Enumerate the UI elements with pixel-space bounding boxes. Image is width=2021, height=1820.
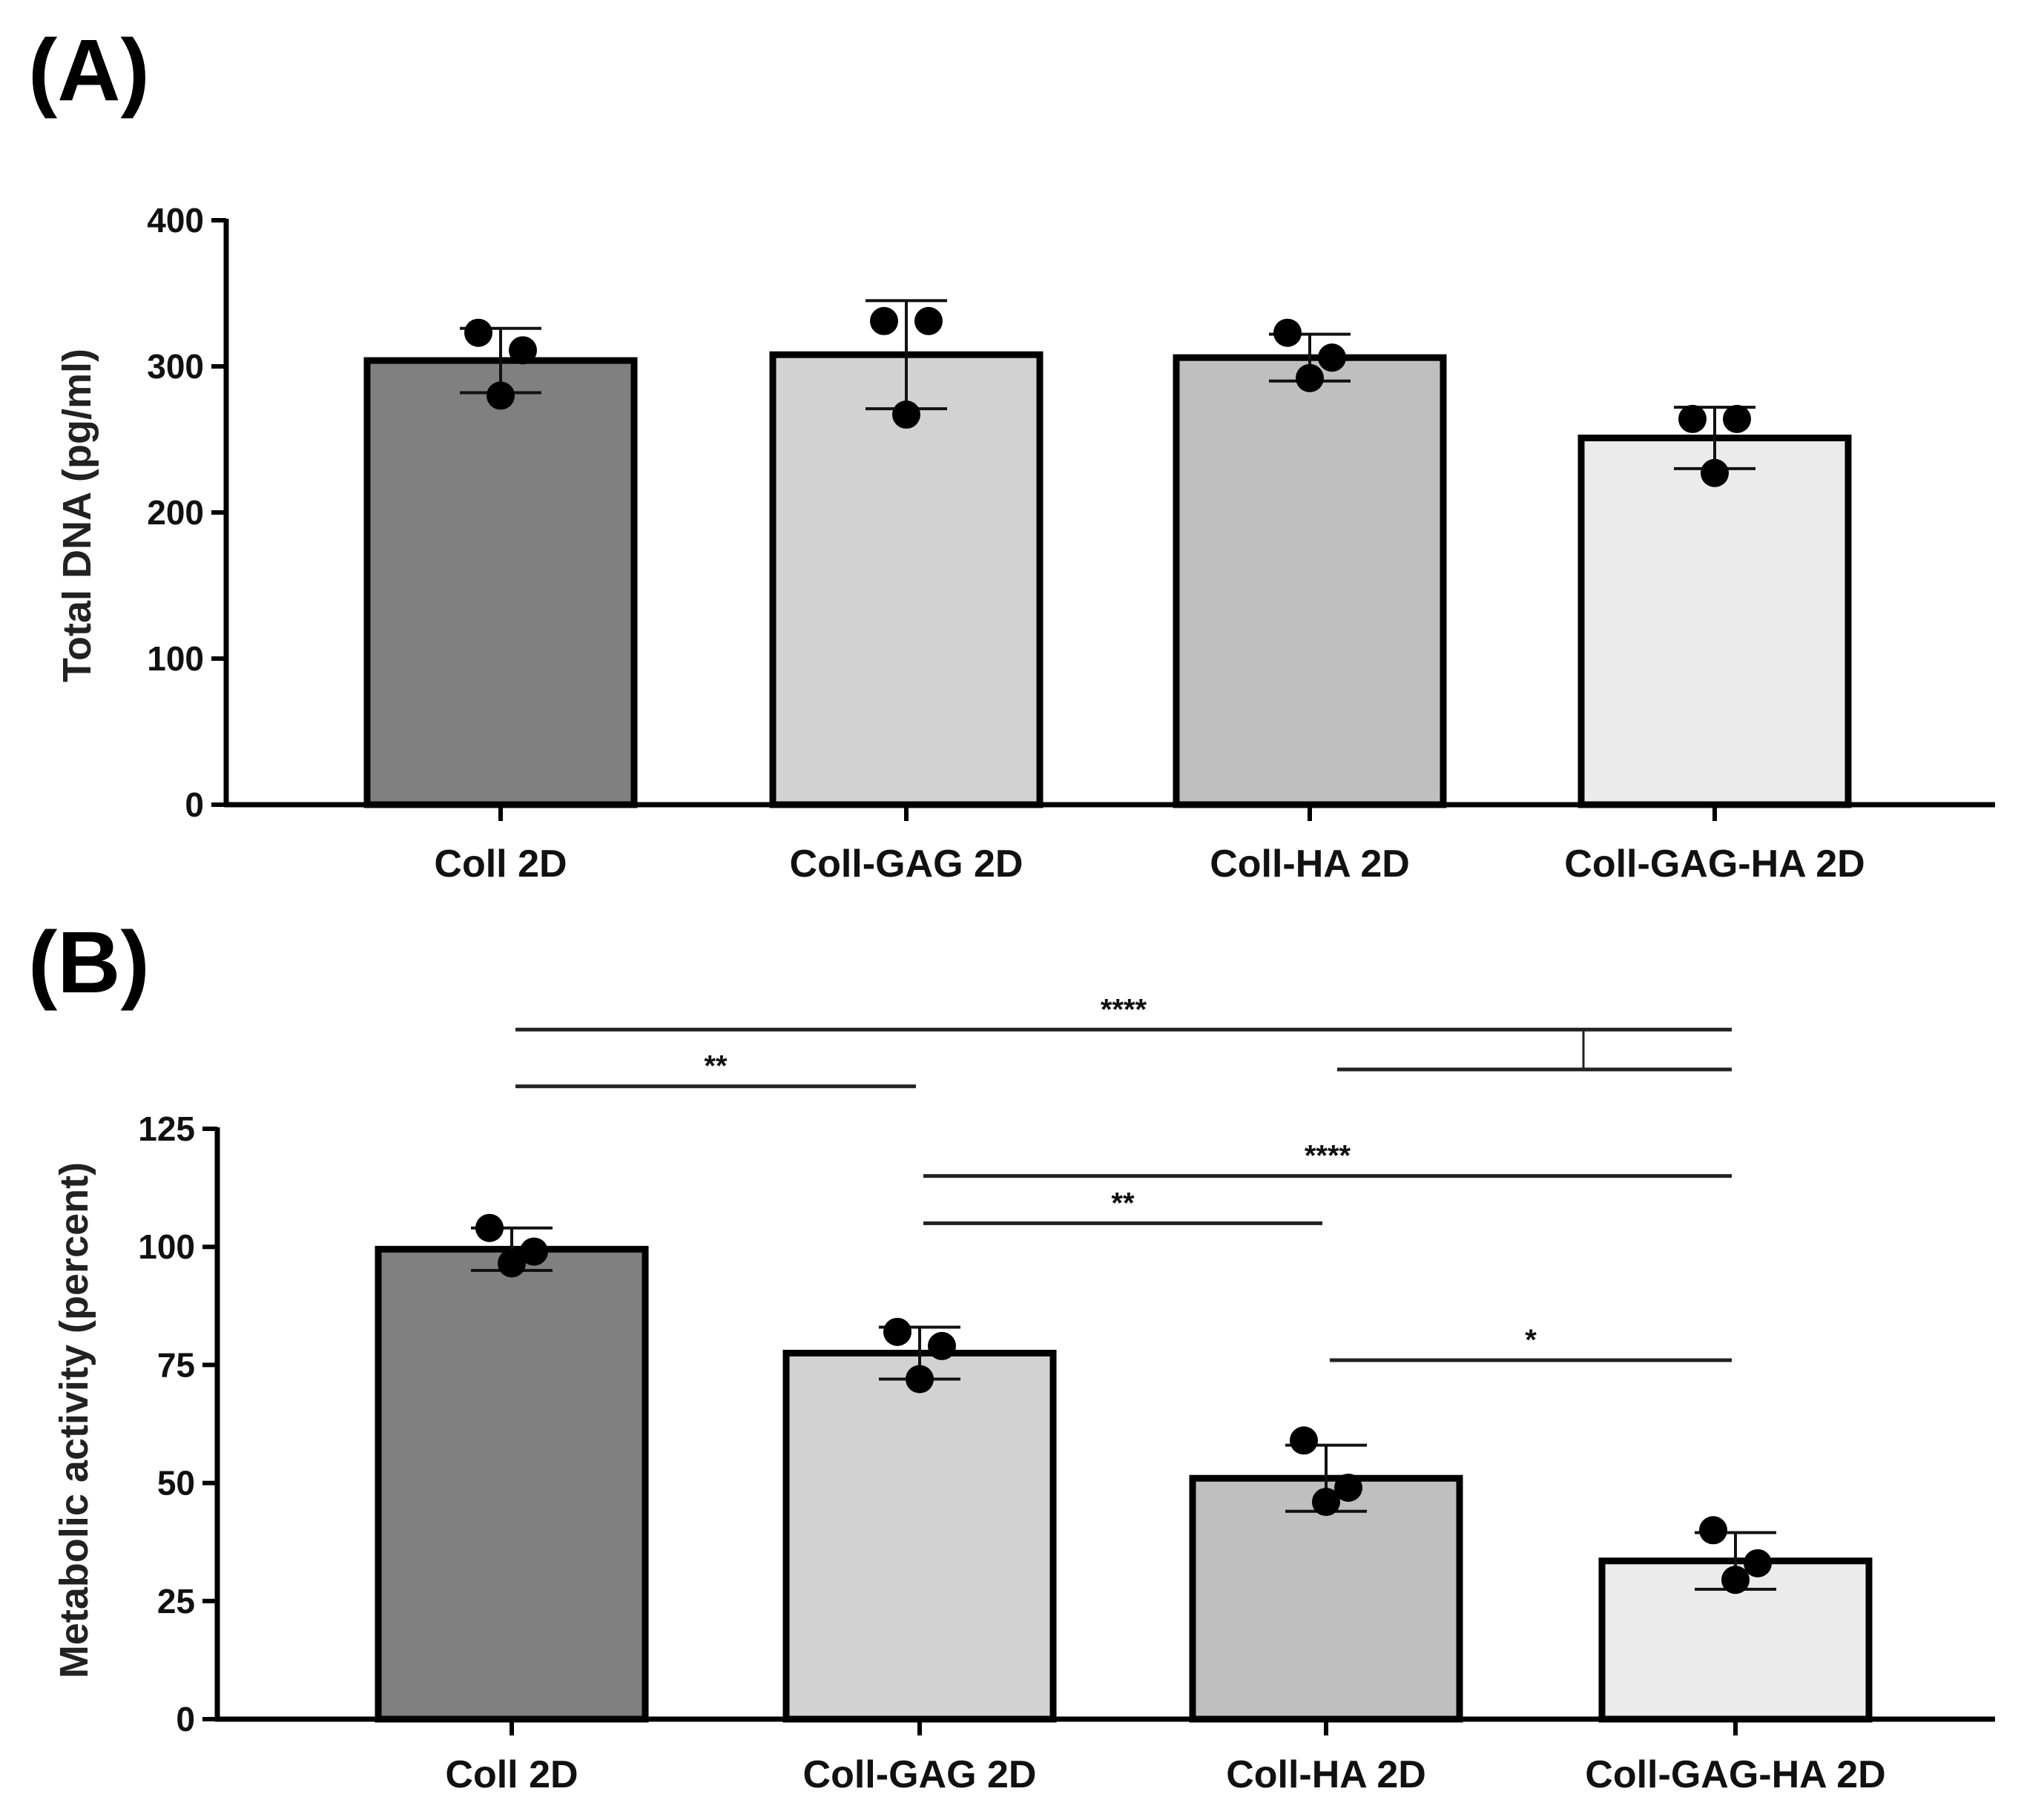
chart-a-category-label-3: Coll-HA 2D <box>1210 843 1410 886</box>
chart-a-point-4-2 <box>1723 404 1751 433</box>
chart-a-category-label-4: Coll-GAG-HA 2D <box>1564 843 1865 886</box>
chart-a-y-tick-label-0: 0 <box>185 785 204 824</box>
chart-a-point-4-1 <box>1678 404 1707 433</box>
chart-a-y-tick-label-3: 300 <box>147 347 204 386</box>
chart-a-y-tick-label-2: 200 <box>147 493 204 532</box>
chart-a-point-2-1 <box>870 306 898 335</box>
chart-a-point-2-2 <box>914 306 943 335</box>
chart-b-point-4-2 <box>1744 1549 1772 1577</box>
chart-a-bar-2 <box>769 351 1044 808</box>
chart-b: 0 25 50 75 100 125 Coll 2D Coll-GAG 2D Coll-HA 2… <box>138 993 1995 1796</box>
chart-b-point-3-3 <box>1312 1488 1340 1517</box>
chart-b-point-1-2 <box>520 1237 548 1266</box>
chart-b-y-tick-label-3: 75 <box>157 1345 195 1384</box>
chart-b-y-tick-label-2: 50 <box>157 1464 195 1503</box>
chart-b-category-label-3: Coll-HA 2D <box>1226 1753 1426 1796</box>
panel-b-label: (B) <box>28 914 150 1012</box>
chart-a-bar-1 <box>363 357 638 808</box>
chart-b-y-tick-label-0: 0 <box>176 1700 195 1738</box>
chart-b-point-1-3 <box>498 1249 526 1278</box>
chart-b-y-axis-title: Metabolic activity (percent) <box>52 1162 96 1678</box>
chart-b-y-tick-label-4: 100 <box>138 1227 195 1266</box>
chart-b-bar-1 <box>375 1245 649 1723</box>
chart-a-y-axis-title: Total DNA (pg/ml) <box>55 349 99 682</box>
chart-b-category-label-2: Coll-GAG 2D <box>803 1753 1037 1796</box>
chart-b-point-2-3 <box>906 1365 934 1394</box>
chart-a-bar-3 <box>1173 354 1447 808</box>
chart-a: 0 100 200 300 400 Coll 2D Coll-GAG 2D Coll-HA 2… <box>147 201 1995 886</box>
chart-b-sig-label-1: **** <box>1101 993 1147 1026</box>
chart-b-point-2-2 <box>928 1331 956 1360</box>
chart-a-point-3-2 <box>1318 343 1346 372</box>
chart-a-point-4-3 <box>1701 458 1729 487</box>
chart-a-point-3-3 <box>1296 363 1324 392</box>
chart-b-sig-label-5: * <box>1525 1324 1537 1356</box>
chart-b-point-1-1 <box>475 1213 504 1242</box>
chart-b-category-label-1: Coll 2D <box>445 1753 578 1796</box>
chart-b-sig-label-4: ** <box>1111 1187 1135 1219</box>
chart-b-y-tick-label-1: 25 <box>157 1582 195 1620</box>
chart-a-category-label-2: Coll-GAG 2D <box>790 843 1023 886</box>
chart-a-point-2-3 <box>892 400 920 429</box>
chart-b-point-4-3 <box>1721 1566 1750 1595</box>
chart-b-bar-3 <box>1189 1474 1463 1723</box>
chart-b-sig-label-3: **** <box>1305 1140 1351 1173</box>
chart-b-bar-2 <box>782 1349 1057 1723</box>
chart-a-point-3-1 <box>1273 318 1302 347</box>
chart-a-point-1-1 <box>464 318 492 347</box>
chart-a-point-1-3 <box>487 381 515 410</box>
chart-a-y-tick-label-4: 400 <box>147 201 204 240</box>
chart-b-y-tick-label-5: 125 <box>138 1110 195 1148</box>
chart-b-point-4-1 <box>1699 1516 1727 1545</box>
chart-b-point-3-1 <box>1290 1426 1318 1455</box>
chart-b-point-3-2 <box>1334 1473 1362 1502</box>
chart-a-bar-4 <box>1577 435 1852 808</box>
chart-b-category-label-4: Coll-GAG-HA 2D <box>1585 1753 1885 1796</box>
chart-b-sig-label-2: ** <box>704 1050 728 1083</box>
chart-a-category-label-1: Coll 2D <box>434 843 567 886</box>
panel-a-label: (A) <box>28 22 150 119</box>
chart-a-point-1-2 <box>509 336 537 365</box>
chart-b-point-2-1 <box>883 1317 911 1346</box>
chart-a-y-tick-label-1: 100 <box>147 639 204 678</box>
